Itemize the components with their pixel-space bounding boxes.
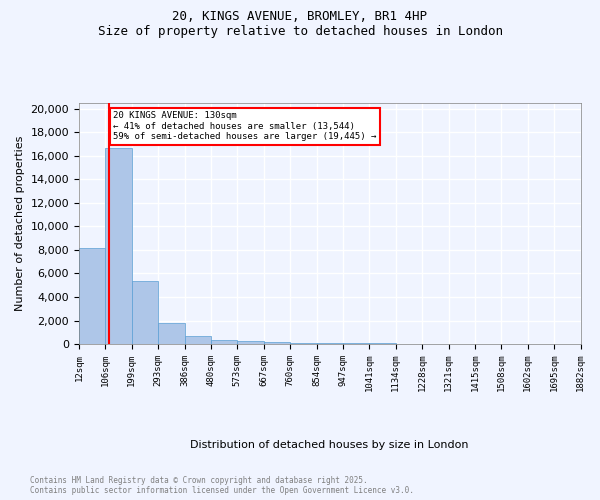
Text: 20 KINGS AVENUE: 130sqm
← 41% of detached houses are smaller (13,544)
59% of sem: 20 KINGS AVENUE: 130sqm ← 41% of detache… [113,111,377,141]
Bar [238,342,264,344]
Bar [79,248,106,344]
Bar [158,323,185,344]
Bar [106,148,132,344]
Y-axis label: Number of detached properties: Number of detached properties [15,136,25,311]
Text: 20, KINGS AVENUE, BROMLEY, BR1 4HP
Size of property relative to detached houses : 20, KINGS AVENUE, BROMLEY, BR1 4HP Size … [97,10,503,38]
Text: Contains HM Land Registry data © Crown copyright and database right 2025.
Contai: Contains HM Land Registry data © Crown c… [30,476,414,495]
Bar [185,336,211,344]
Bar [211,340,238,344]
Bar [290,343,317,344]
Bar [132,281,158,344]
Bar [264,342,290,344]
Bar [317,343,343,344]
X-axis label: Distribution of detached houses by size in London: Distribution of detached houses by size … [190,440,469,450]
